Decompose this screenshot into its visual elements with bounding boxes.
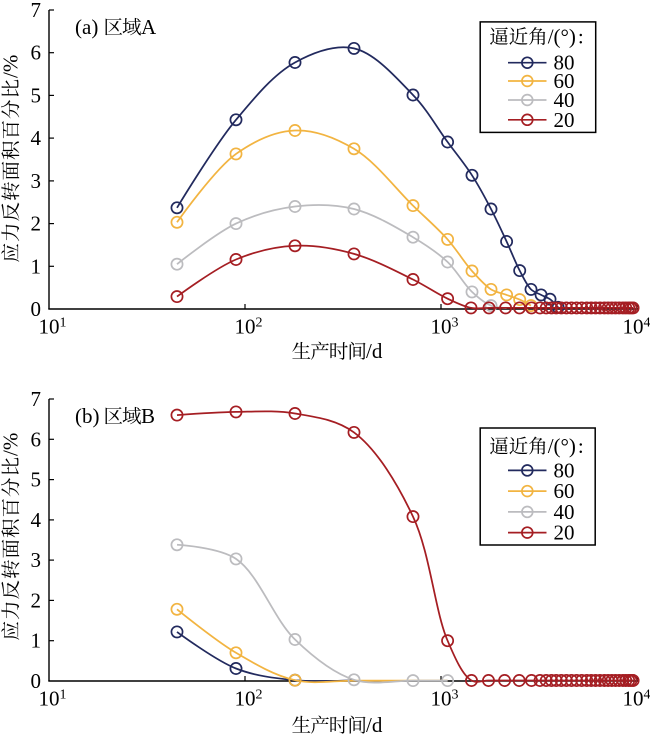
svg-text:7: 7: [31, 0, 42, 22]
svg-text:2: 2: [31, 588, 42, 612]
svg-text:80: 80: [554, 51, 575, 75]
svg-text:102: 102: [235, 687, 263, 711]
svg-text:104: 104: [623, 687, 650, 711]
svg-text:80: 80: [554, 458, 575, 482]
svg-text:1: 1: [31, 254, 42, 278]
svg-text:0: 0: [31, 669, 42, 693]
svg-text:104: 104: [623, 315, 650, 339]
svg-text:0: 0: [31, 297, 42, 321]
svg-text:2: 2: [31, 212, 42, 236]
svg-text:40: 40: [554, 500, 575, 524]
svg-text:(a): (a): [75, 15, 98, 39]
svg-text:3: 3: [31, 169, 42, 193]
svg-text:102: 102: [235, 315, 263, 339]
svg-text:4: 4: [31, 126, 42, 150]
svg-text:3: 3: [31, 548, 42, 572]
svg-text:6: 6: [31, 41, 42, 65]
svg-text:60: 60: [554, 479, 575, 503]
svg-text:/d: /d: [366, 339, 383, 363]
svg-text:/%: /%: [0, 433, 23, 456]
svg-text:5: 5: [31, 468, 42, 492]
svg-text:6: 6: [31, 427, 42, 451]
svg-text:20: 20: [554, 521, 575, 545]
svg-text:103: 103: [431, 315, 459, 339]
svg-text:/(°):: /(°):: [548, 25, 584, 49]
svg-text:A: A: [141, 15, 157, 39]
svg-text:103: 103: [431, 687, 459, 711]
svg-text:5: 5: [31, 83, 42, 107]
svg-text:/%: /%: [0, 55, 23, 78]
svg-text:B: B: [141, 404, 155, 428]
svg-text:60: 60: [554, 69, 575, 93]
svg-text:/d: /d: [366, 713, 383, 737]
svg-text:1: 1: [31, 629, 42, 653]
svg-text:101: 101: [39, 315, 67, 339]
svg-text:4: 4: [31, 508, 42, 532]
svg-text:40: 40: [554, 88, 575, 112]
svg-text:/(°):: /(°):: [548, 434, 584, 458]
svg-text:20: 20: [554, 108, 575, 132]
svg-text:(b): (b): [75, 404, 100, 428]
svg-text:7: 7: [31, 387, 42, 411]
svg-text:101: 101: [39, 687, 67, 711]
